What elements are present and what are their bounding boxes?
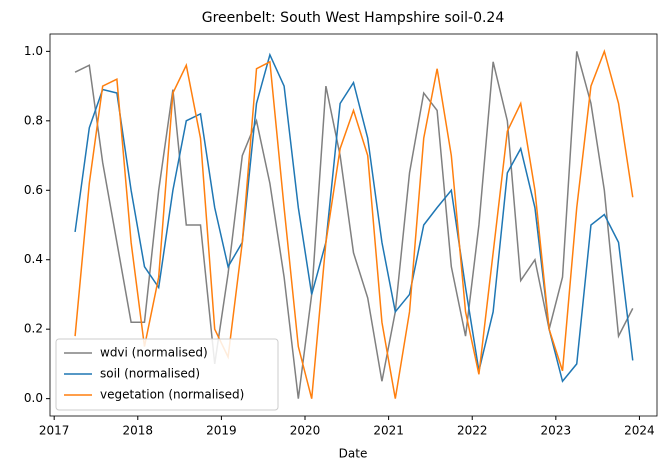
legend-box [55,338,279,411]
x-tick-label: 2018 [123,424,154,438]
legend-label: soil (normalised) [100,367,200,381]
x-tick-label: 2019 [206,424,237,438]
series-line [74,48,634,399]
chart-title: Greenbelt: South West Hampshire soil-0.2… [202,10,505,26]
x-tick-label: 2022 [457,424,488,438]
x-tick-label: 2020 [290,424,321,438]
legend-label: vegetation (normalised) [100,388,244,402]
x-tick-label: 2024 [624,424,655,438]
y-tick-label: 0.8 [24,113,43,127]
legend: wdvi (normalised) soil (normalised) vegeta… [55,338,279,411]
y-tick-label: 0.4 [24,252,43,266]
y-tick-label: 0.0 [24,391,43,405]
plot-frame [49,33,658,417]
x-tick-label: 2023 [541,424,572,438]
y-tick-label: 0.6 [24,183,43,197]
x-tick-label: 2021 [373,424,404,438]
y-tick-label: 0.2 [24,322,43,336]
y-tick-label: 1.0 [24,44,43,58]
series-line [74,51,634,399]
series-line [74,52,634,383]
x-tick-label: 2017 [39,424,70,438]
x-axis-label: Date [339,447,368,461]
legend-label: wdvi (normalised) [100,346,208,360]
